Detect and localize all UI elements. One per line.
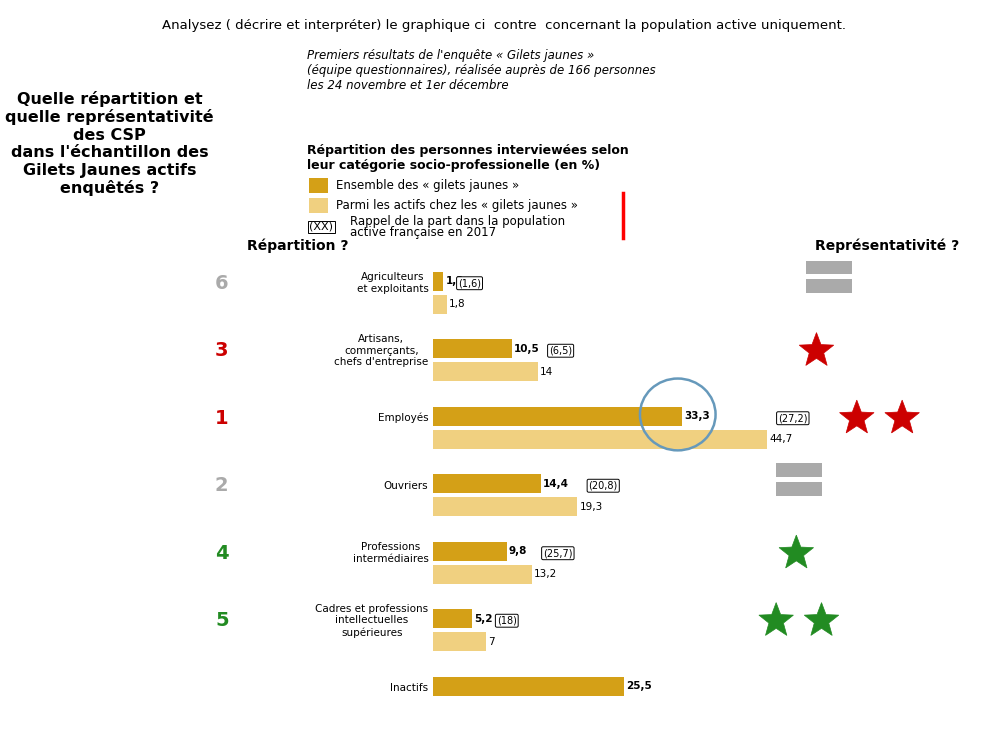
Text: leur catégorie socio-professionelle (en %): leur catégorie socio-professionelle (en … xyxy=(307,159,601,172)
Bar xyxy=(433,565,532,584)
Text: 1,8: 1,8 xyxy=(450,299,466,309)
Text: 25,5: 25,5 xyxy=(626,681,651,691)
Bar xyxy=(433,609,472,628)
Text: Ensemble des « gilets jaunes »: Ensemble des « gilets jaunes » xyxy=(336,178,519,192)
Text: active française en 2017: active française en 2017 xyxy=(350,225,496,239)
Text: 1: 1 xyxy=(215,409,229,428)
Text: 33,3: 33,3 xyxy=(684,411,710,421)
Text: 3: 3 xyxy=(215,341,229,360)
Bar xyxy=(433,339,512,358)
Text: (18): (18) xyxy=(497,615,517,626)
Text: Artisans,
commerçants,
chefs d'entreprise: Artisans, commerçants, chefs d'entrepris… xyxy=(334,334,428,367)
Text: 4: 4 xyxy=(215,544,229,562)
Bar xyxy=(433,271,444,290)
Text: 44,7: 44,7 xyxy=(769,434,792,445)
Text: Analysez ( décrire et interpréter) le graphique ci  contre  concernant la popula: Analysez ( décrire et interpréter) le gr… xyxy=(162,19,846,32)
Text: 7: 7 xyxy=(488,637,495,646)
Bar xyxy=(433,474,541,493)
Text: 9,8: 9,8 xyxy=(509,546,527,556)
Text: Quelle répartition et
quelle représentativité
des CSP
dans l'échantillon des
Gil: Quelle répartition et quelle représentat… xyxy=(5,91,214,196)
Text: (25,7): (25,7) xyxy=(543,548,573,558)
Text: (6,5): (6,5) xyxy=(549,345,573,356)
Text: 2: 2 xyxy=(215,476,229,495)
Text: Agriculteurs
et exploitants: Agriculteurs et exploitants xyxy=(357,272,428,294)
Text: Répartition ?: Répartition ? xyxy=(247,238,348,253)
Text: Professions
intermédiaires: Professions intermédiaires xyxy=(353,543,428,564)
Text: Inactifs: Inactifs xyxy=(390,683,428,693)
Text: 14: 14 xyxy=(540,367,553,376)
Text: Premiers résultats de l'enquête « Gilets jaunes »
(équipe questionnaires), réali: Premiers résultats de l'enquête « Gilets… xyxy=(307,49,656,92)
Text: 19,3: 19,3 xyxy=(580,502,603,512)
Bar xyxy=(433,295,447,314)
Bar xyxy=(433,429,767,448)
Text: (XX): (XX) xyxy=(309,222,334,232)
Bar xyxy=(433,632,486,651)
Text: 1,3: 1,3 xyxy=(446,276,464,287)
Text: 5: 5 xyxy=(215,612,229,631)
Text: 10,5: 10,5 xyxy=(514,344,539,354)
Text: (20,8): (20,8) xyxy=(589,481,618,491)
Bar xyxy=(433,677,624,696)
Text: 14,4: 14,4 xyxy=(543,479,570,488)
Text: (27,2): (27,2) xyxy=(778,414,807,423)
Text: Cadres et professions
intellectuelles
supérieures: Cadres et professions intellectuelles su… xyxy=(316,604,428,637)
Text: 5,2: 5,2 xyxy=(475,614,493,624)
Bar xyxy=(433,407,681,426)
Text: Ouvriers: Ouvriers xyxy=(384,481,428,491)
Bar xyxy=(433,497,578,516)
Text: Employés: Employés xyxy=(378,413,428,423)
Bar xyxy=(433,542,507,561)
Bar xyxy=(433,362,538,381)
Text: Représentativité ?: Représentativité ? xyxy=(814,238,960,253)
Text: Rappel de la part dans la population: Rappel de la part dans la population xyxy=(350,215,564,228)
Text: 6: 6 xyxy=(215,274,229,293)
Text: 13,2: 13,2 xyxy=(534,569,557,579)
Text: Parmi les actifs chez les « gilets jaunes »: Parmi les actifs chez les « gilets jaune… xyxy=(336,199,578,212)
Text: (1,6): (1,6) xyxy=(458,278,481,288)
Text: Répartition des personnes interviewées selon: Répartition des personnes interviewées s… xyxy=(307,144,629,156)
